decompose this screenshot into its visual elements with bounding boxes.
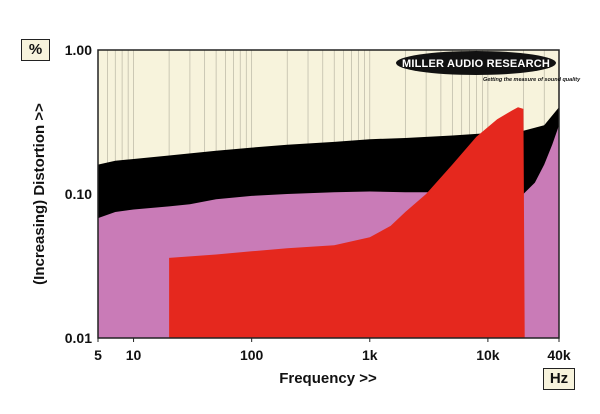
x-axis-title: Frequency >> <box>279 370 377 387</box>
miller-audio-research-logo: MILLER AUDIO RESEARCH Getting the measur… <box>396 51 581 83</box>
logo-main-text: MILLER AUDIO RESEARCH <box>402 58 550 70</box>
tick-labels: 5 10 100 1k 10k 40k 1.00 0.10 0.01 <box>65 42 571 363</box>
y-tick-label: 0.10 <box>65 186 92 202</box>
y-tick-label: 1.00 <box>65 42 92 58</box>
series-area-2 <box>169 107 525 338</box>
series-areas <box>98 107 559 338</box>
y-axis-title: (Increasing) Distortion >> <box>31 103 48 285</box>
x-unit-label: Hz <box>543 368 575 390</box>
x-tick-label: 1k <box>362 347 378 363</box>
logo-tagline: Getting the measure of sound quality <box>483 77 581 83</box>
x-tick-label: 40k <box>547 347 571 363</box>
y-unit-label: % <box>21 39 50 61</box>
y-tick-label: 0.01 <box>65 330 92 346</box>
x-tick-label: 10 <box>126 347 142 363</box>
plot-frame <box>97 49 560 339</box>
x-tick-label: 5 <box>94 347 102 363</box>
x-tick-label: 10k <box>476 347 500 363</box>
x-tick-label: 100 <box>240 347 264 363</box>
